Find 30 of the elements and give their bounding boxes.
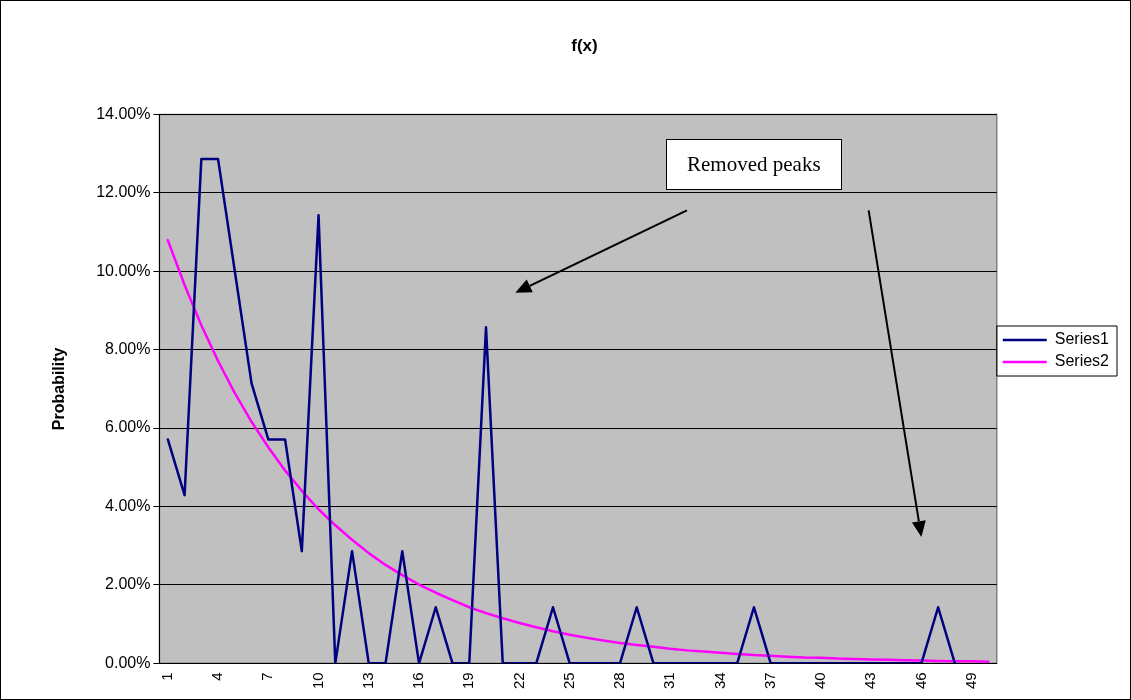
chart-title: f(x) — [571, 35, 598, 55]
y-tick-label: 6.00% — [105, 418, 151, 436]
x-tick-label: 25 — [559, 672, 577, 689]
x-tick-label: 49 — [961, 672, 979, 689]
x-tick-label: 19 — [459, 672, 477, 689]
x-tick-label: 34 — [710, 672, 728, 689]
y-axis-title: Probability — [50, 347, 68, 431]
x-tick-label: 13 — [358, 672, 376, 689]
x-tick-label: 4 — [208, 672, 226, 681]
x-tick-label: 16 — [409, 672, 427, 689]
x-tick-label: 1 — [157, 672, 175, 681]
x-tick-label: 31 — [660, 672, 678, 689]
x-tick-label: 43 — [861, 672, 879, 689]
y-tick-label: 14.00% — [96, 104, 151, 122]
legend-label: Series1 — [1054, 330, 1110, 348]
y-tick-label: 12.00% — [96, 183, 151, 201]
x-tick-label: 28 — [610, 672, 628, 689]
x-tick-label: 46 — [911, 672, 929, 689]
x-tick-label: 10 — [308, 672, 326, 689]
y-tick-label: 4.00% — [105, 496, 151, 514]
annotation: Removed peaks — [666, 139, 842, 191]
x-tick-label: 22 — [509, 672, 527, 689]
y-tick-label: 0.00% — [105, 653, 151, 671]
y-tick-label: 2.00% — [105, 575, 151, 593]
y-tick-label: 10.00% — [96, 261, 151, 279]
legend-label: Series2 — [1054, 352, 1110, 370]
y-tick-label: 8.00% — [105, 340, 151, 358]
x-tick-label: 37 — [760, 672, 778, 689]
x-tick-label: 40 — [811, 672, 829, 689]
x-tick-label: 7 — [258, 672, 276, 681]
